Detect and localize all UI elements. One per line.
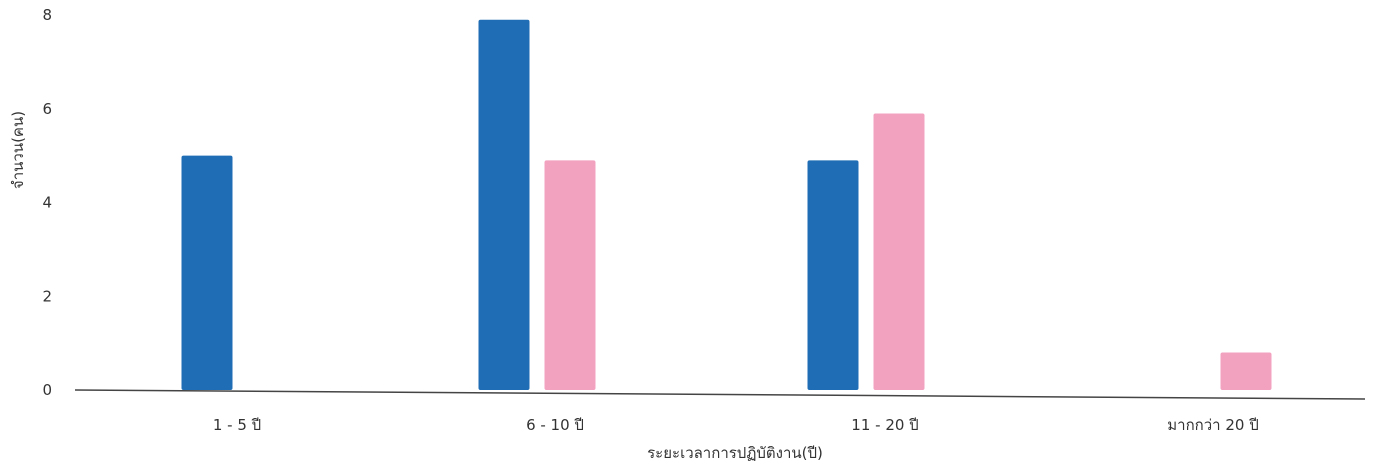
x-tick-label: 1 - 5 ปี <box>213 416 261 434</box>
x-axis-line <box>74 389 1366 400</box>
y-tick-label: 2 <box>42 287 52 305</box>
bars <box>181 19 1272 390</box>
y-tick-label: 0 <box>42 381 52 399</box>
y-tick-label: 4 <box>42 194 52 212</box>
bar-series-2-3 <box>1220 352 1272 390</box>
x-tick-label: 6 - 10 ปี <box>526 416 584 434</box>
bar-series-2-1 <box>544 160 596 390</box>
y-axis-ticks: 0 2 4 6 8 <box>42 6 52 399</box>
bar-series-2-2 <box>873 113 925 390</box>
x-tick-label: มากกว่า 20 ปี <box>1167 416 1258 434</box>
x-axis-label: ระยะเวลาการปฏิบัติงาน(ปี) <box>647 444 823 462</box>
bar-series-1-1 <box>478 19 530 390</box>
bar-series-1-0 <box>181 155 233 390</box>
x-axis-ticks: 1 - 5 ปี 6 - 10 ปี 11 - 20 ปี มากกว่า 20 ปี <box>213 416 1259 434</box>
x-tick-label: 11 - 20 ปี <box>851 416 918 434</box>
y-tick-label: 8 <box>42 6 52 24</box>
y-tick-label: 6 <box>42 100 52 118</box>
y-axis-label: จำนวน(คน) <box>9 111 27 189</box>
bar-series-1-2 <box>807 160 859 390</box>
